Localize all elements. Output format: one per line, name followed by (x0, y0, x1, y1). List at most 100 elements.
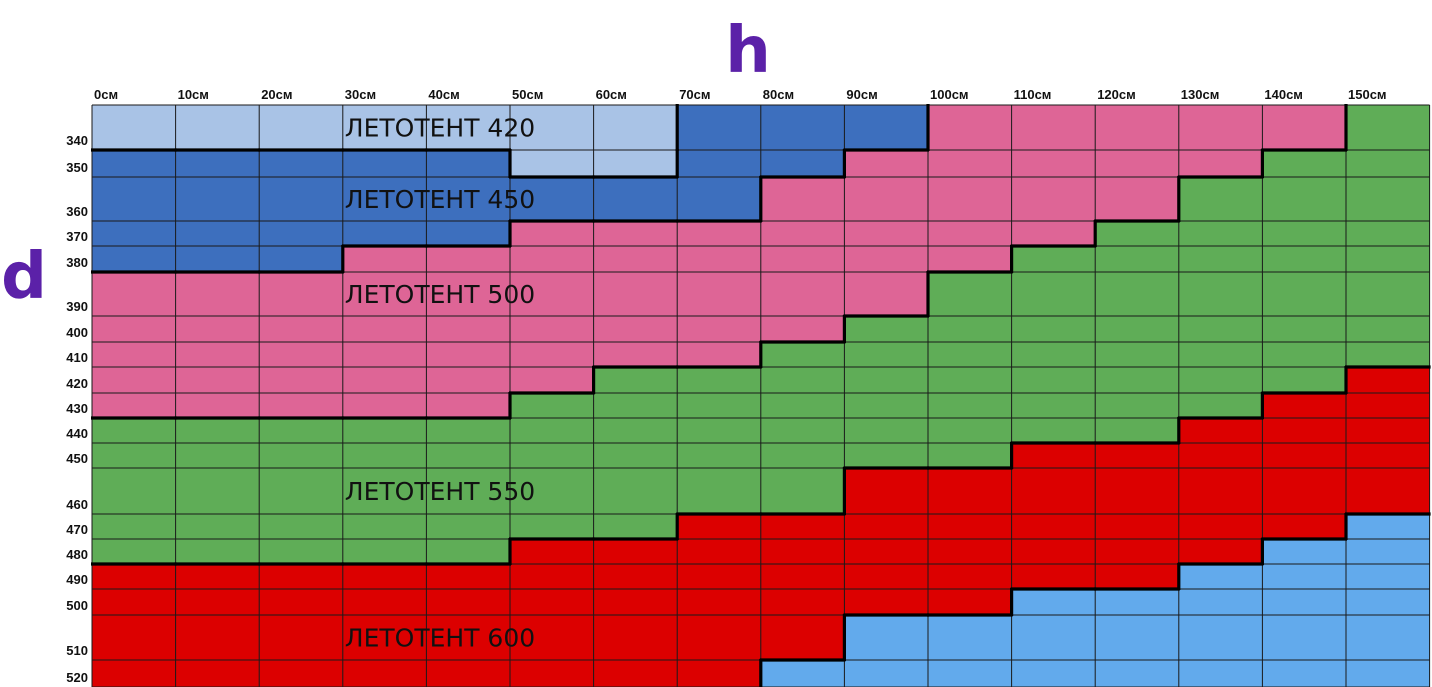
cell-150см-370 (1346, 221, 1430, 246)
cell-10см-360 (175, 177, 260, 221)
cell-100см-410 (928, 342, 1012, 367)
cell-30см-440 (342, 418, 427, 443)
cell-150см-400 (1346, 316, 1430, 342)
cell-20см-460 (259, 468, 343, 514)
y-tick-label: 450 (66, 451, 88, 466)
cell-150см-350 (1346, 150, 1430, 177)
cell-150см-340 (1346, 105, 1430, 150)
x-tick-label: 70см (679, 87, 710, 102)
cell-0см-500 (92, 589, 176, 615)
cell-20см-500 (259, 589, 343, 615)
cell-10см-420 (175, 367, 260, 393)
cell-110см-370 (1011, 221, 1096, 246)
cell-150см-520 (1346, 660, 1430, 687)
cell-60см-480 (593, 539, 678, 564)
y-tick-label: 460 (66, 497, 88, 512)
cell-100см-380 (928, 246, 1012, 272)
cell-10см-430 (175, 393, 260, 418)
cell-40см-340 (426, 105, 510, 150)
y-axis-label: d (1, 240, 47, 314)
cell-60см-380 (593, 246, 678, 272)
cell-140см-490 (1262, 564, 1346, 589)
cell-140см-390 (1262, 272, 1346, 316)
cell-80см-460 (760, 468, 845, 514)
cell-10см-450 (175, 443, 260, 468)
cell-0см-430 (92, 393, 176, 418)
cell-120см-480 (1095, 539, 1179, 564)
cell-70см-440 (677, 418, 761, 443)
x-tick-label: 100см (930, 87, 969, 102)
cell-100см-510 (928, 615, 1012, 660)
cell-100см-390 (928, 272, 1012, 316)
cell-130см-370 (1178, 221, 1263, 246)
y-tick-label: 390 (66, 299, 88, 314)
cell-10см-500 (175, 589, 260, 615)
cell-120см-380 (1095, 246, 1179, 272)
cell-40см-500 (426, 589, 510, 615)
cell-120см-370 (1095, 221, 1179, 246)
cell-50см-400 (510, 316, 594, 342)
cell-80см-430 (760, 393, 845, 418)
cell-70см-520 (677, 660, 761, 687)
cell-40см-510 (426, 615, 510, 660)
cell-70см-420 (677, 367, 761, 393)
zone-boundaries (91, 104, 1431, 687)
cell-80см-450 (760, 443, 845, 468)
cell-110см-480 (1011, 539, 1096, 564)
cell-120см-390 (1095, 272, 1179, 316)
x-tick-label: 50см (512, 87, 543, 102)
cell-10см-380 (175, 246, 260, 272)
cell-120см-490 (1095, 564, 1179, 589)
cell-80см-340 (760, 105, 845, 150)
cell-90см-450 (844, 443, 928, 468)
y-tick-label: 350 (66, 160, 88, 175)
cell-70см-340 (677, 105, 761, 150)
cell-50см-440 (510, 418, 594, 443)
cell-40см-480 (426, 539, 510, 564)
cell-70см-470 (677, 514, 761, 539)
cell-120см-520 (1095, 660, 1179, 687)
cell-70см-370 (677, 221, 761, 246)
zone-label-z420: ЛЕТОТЕНТ 420 (345, 114, 535, 143)
cell-100см-440 (928, 418, 1012, 443)
x-tick-label: 10см (178, 87, 209, 102)
cell-30см-350 (342, 150, 427, 177)
cell-80см-360 (760, 177, 845, 221)
cell-100см-480 (928, 539, 1012, 564)
cell-60см-390 (593, 272, 678, 316)
cell-130см-510 (1178, 615, 1263, 660)
y-tick-label: 340 (66, 133, 88, 148)
y-tick-label: 510 (66, 643, 88, 658)
cell-0см-460 (92, 468, 176, 514)
cell-120см-360 (1095, 177, 1179, 221)
cell-100см-470 (928, 514, 1012, 539)
cell-30см-340 (342, 105, 427, 150)
cell-130см-380 (1178, 246, 1263, 272)
cell-20см-520 (259, 660, 343, 687)
cell-140см-370 (1262, 221, 1346, 246)
cell-80см-500 (760, 589, 845, 615)
cell-30см-410 (342, 342, 427, 367)
cell-80см-470 (760, 514, 845, 539)
cell-90см-380 (844, 246, 928, 272)
cell-140см-470 (1262, 514, 1346, 539)
cell-130см-450 (1178, 443, 1263, 468)
cell-50см-360 (510, 177, 594, 221)
cell-120см-470 (1095, 514, 1179, 539)
cell-80см-400 (760, 316, 845, 342)
cell-150см-470 (1346, 514, 1430, 539)
cell-150см-510 (1346, 615, 1430, 660)
x-tick-label: 0см (94, 87, 118, 102)
cell-120см-340 (1095, 105, 1179, 150)
cell-110см-360 (1011, 177, 1096, 221)
cell-70см-500 (677, 589, 761, 615)
cell-70см-450 (677, 443, 761, 468)
cell-60см-450 (593, 443, 678, 468)
cell-60см-460 (593, 468, 678, 514)
cell-10см-400 (175, 316, 260, 342)
cell-110см-390 (1011, 272, 1096, 316)
y-tick-label: 430 (66, 401, 88, 416)
y-tick-label: 500 (66, 598, 88, 613)
cell-90см-400 (844, 316, 928, 342)
cell-150см-440 (1346, 418, 1430, 443)
